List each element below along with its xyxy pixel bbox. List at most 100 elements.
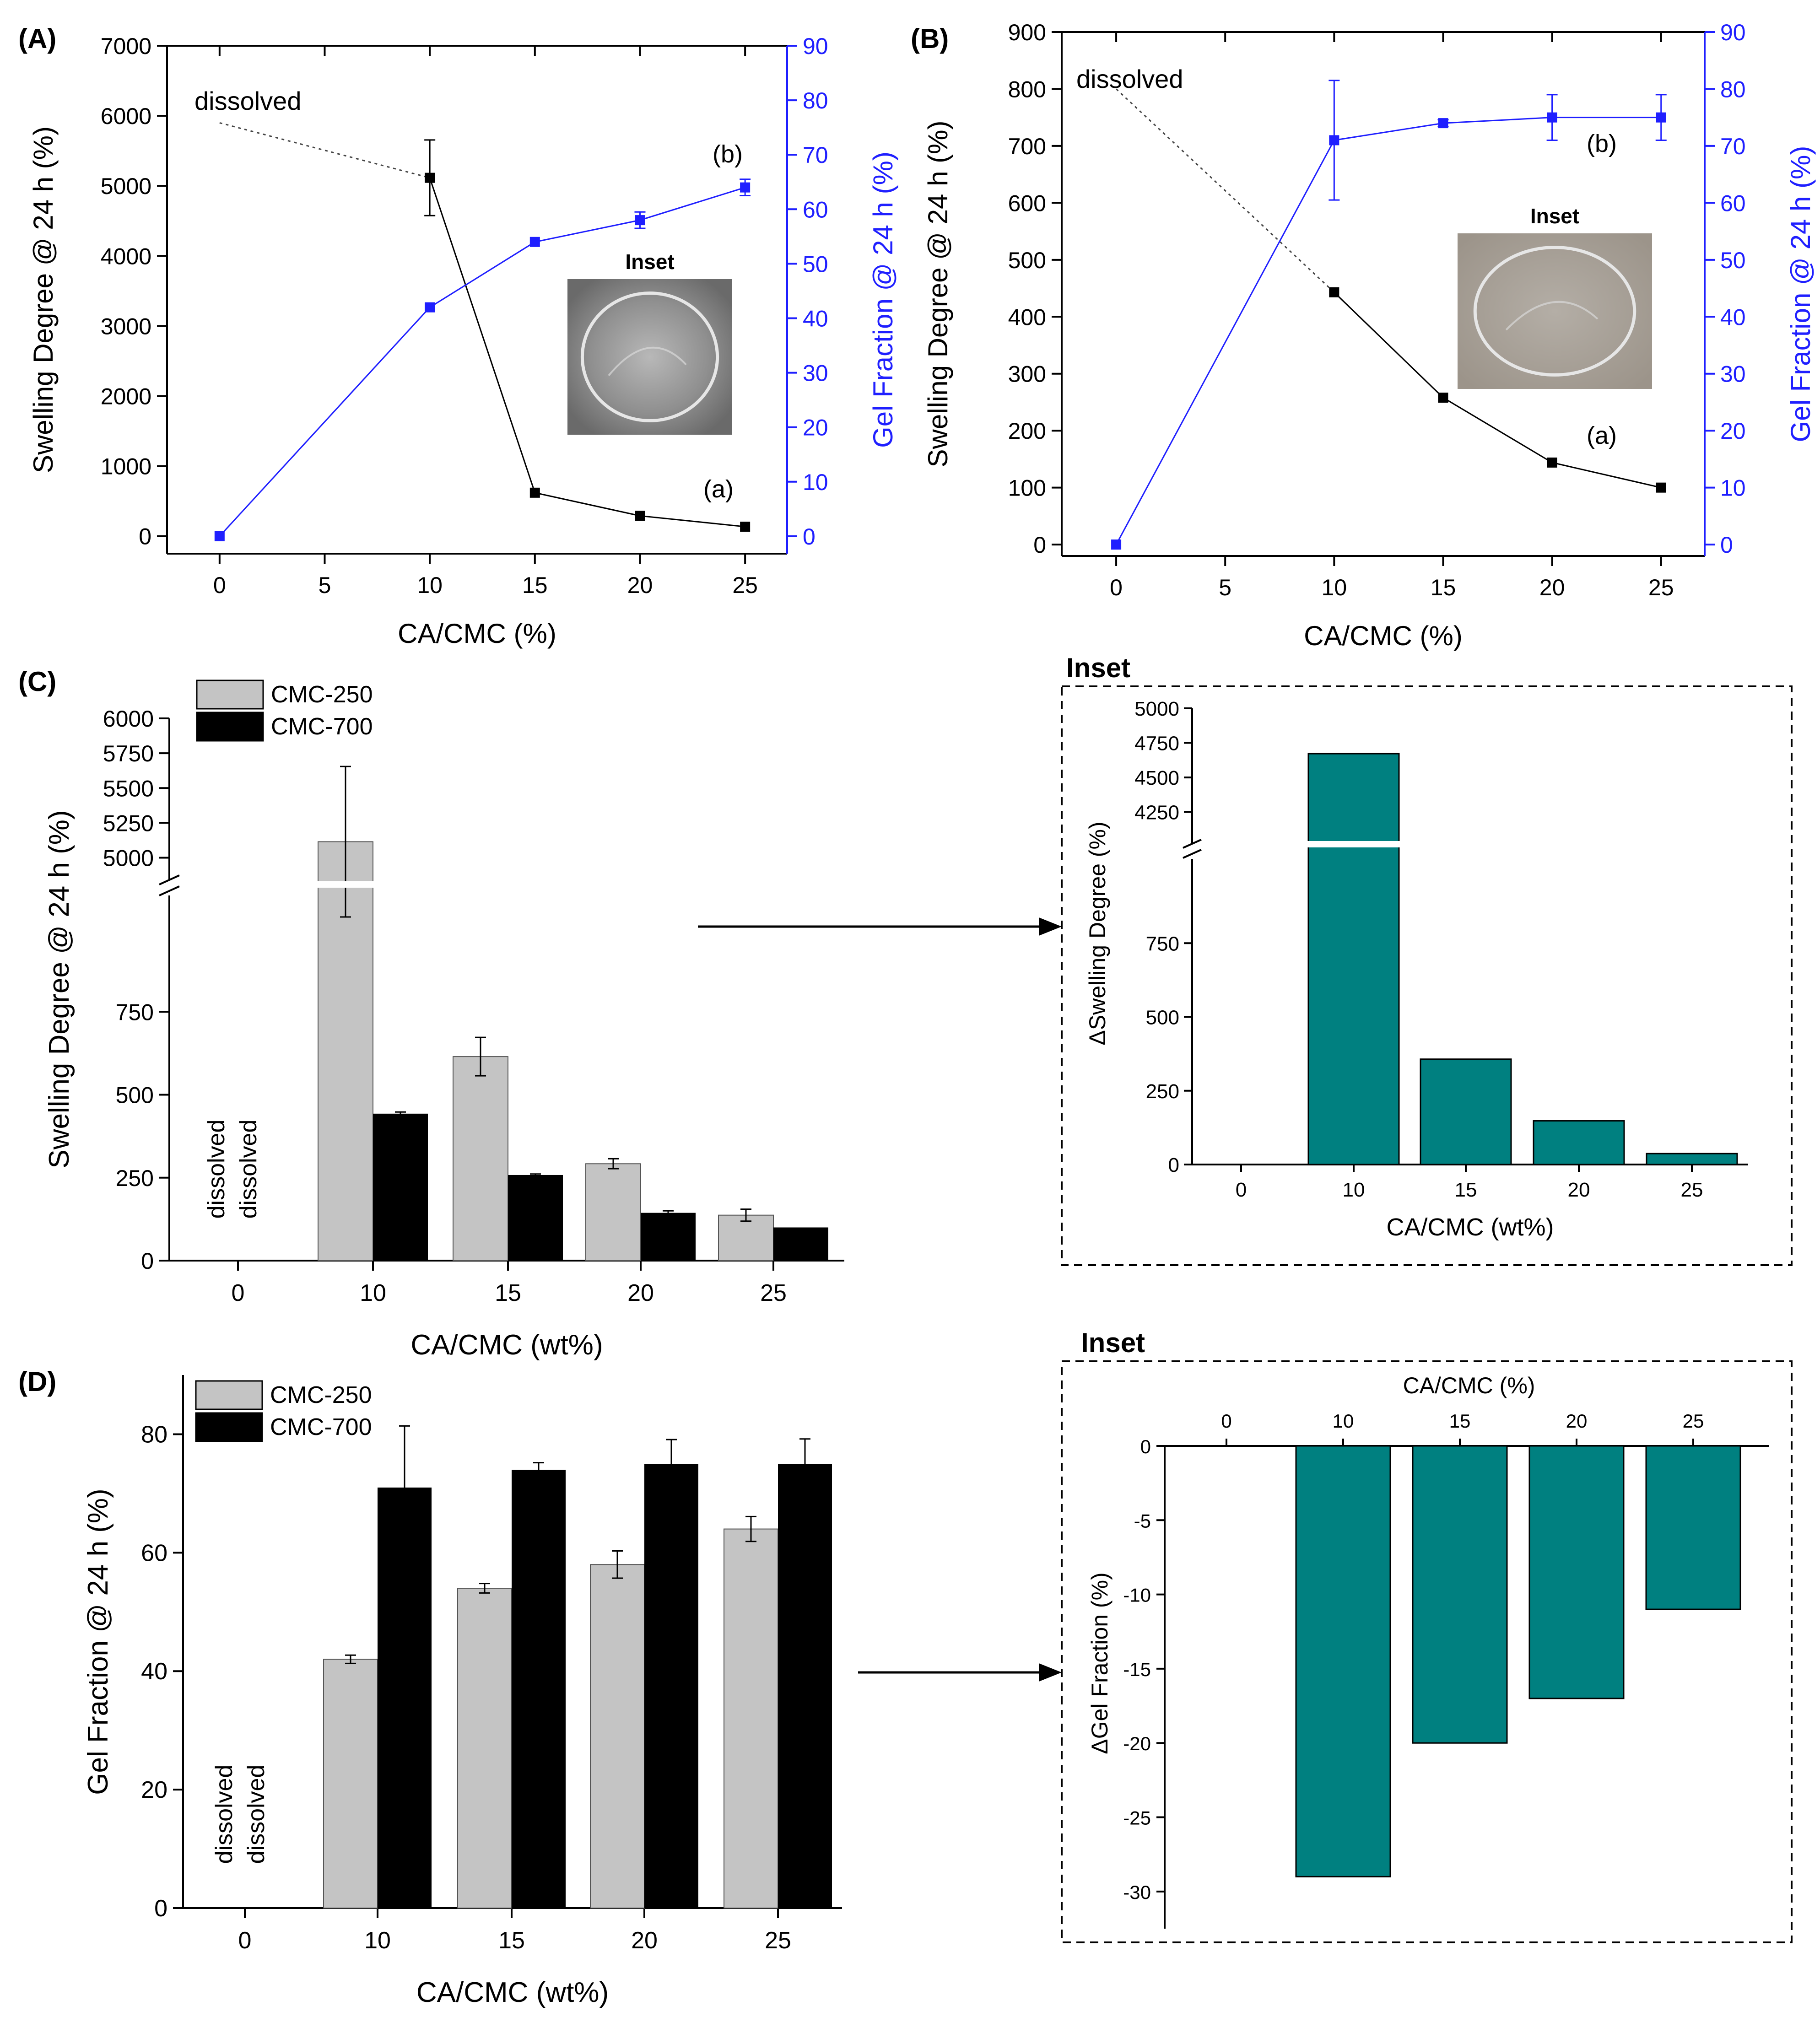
panel-d-y-axis-label: Gel Fraction @ 24 h (%): [82, 1488, 114, 1795]
panel-d-inset-y-axis-label: ΔGel Fraction (%): [1087, 1572, 1113, 1754]
panel-b-series-a-point: [1329, 287, 1339, 297]
panel-a-y-tick-label-right: 60: [803, 197, 828, 222]
panel-c-inset-x-tick-label: 10: [1343, 1179, 1365, 1201]
panel-a-y-tick-label-left: 0: [139, 524, 151, 550]
panel-a-series-b-point: [635, 215, 645, 226]
panel-c-y-tick-label: 6000: [103, 706, 154, 732]
panel-c-y-tick-label: 750: [116, 999, 154, 1025]
panel-b-y-tick-label-left: 100: [1008, 475, 1046, 501]
panel-c-x-tick-label: 20: [627, 1280, 654, 1306]
panel-d-bar-cmc-250: [724, 1528, 778, 1909]
panel-a-y-tick-label-left: 5000: [101, 173, 151, 199]
panel-a-dissolved-connector: [219, 122, 430, 179]
panel-c-bar-cmc-700: [773, 1227, 828, 1261]
panel-d-inset-bar: [1412, 1445, 1508, 1744]
panel-c-inset-axis-break-mark: [1183, 849, 1202, 859]
panel-c-inset-y-tick-label: 4500: [1134, 767, 1179, 789]
panel-c-dissolved-label: dissolved: [235, 1120, 262, 1219]
panel-d-dissolved-label: dissolved: [211, 1765, 238, 1864]
panel-d-x-tick-label: 25: [765, 1927, 791, 1954]
panel-c-inset-y-axis-label: ΔSwelling Degree (%): [1085, 821, 1110, 1045]
panel-c-x-tick-label: 25: [760, 1280, 787, 1306]
panel-c-bar-cmc-250: [718, 1214, 774, 1262]
panel-c-inset-title: Inset: [1066, 652, 1130, 683]
chart-layer: 0 5 10 15 20 25010002000300040005000600070000…: [18, 20, 1816, 2008]
panel-b-x-tick-label: 25: [1648, 575, 1674, 600]
panel-a-series-b-label: (b): [713, 140, 743, 168]
panel-d-x-tick-label: 10: [364, 1927, 391, 1954]
panel-c-label: (C): [18, 666, 56, 697]
panel-d-y-tick-label: 80: [141, 1421, 167, 1448]
panel-d-bar-cmc-700: [378, 1487, 432, 1908]
panel-b-y-tick-label-right: 60: [1720, 190, 1746, 216]
panel-d-inset-bar: [1528, 1445, 1625, 1699]
panel-b-y-tick-label-right: 50: [1720, 248, 1746, 273]
panel-c-y-axis-label: Swelling Degree @ 24 h (%): [43, 810, 75, 1168]
panel-b-series-a-point: [1547, 457, 1557, 468]
panel-a-inset-film-wrinkle: [608, 346, 687, 377]
panel-a-y-tick-label-right: 80: [803, 88, 828, 113]
panel-b-x-tick-label: 10: [1322, 575, 1347, 600]
panel-c-inset-y-tick-label: 4750: [1134, 733, 1179, 755]
panel-b-dissolved-annotation: dissolved: [1076, 65, 1183, 93]
panel-c-inset-x-tick-label: 20: [1568, 1179, 1590, 1201]
panel-a-y-tick-label-left: 3000: [101, 313, 151, 339]
panel-d-x-tick-label: 15: [498, 1927, 525, 1954]
panel-a-inset-label: Inset: [625, 250, 674, 274]
panel-d-inset-frame: [1061, 1360, 1793, 1943]
panel-c-legend-label-cmc-250: CMC-250: [271, 681, 373, 708]
panel-b-y-tick-label-right: 80: [1720, 76, 1746, 102]
panel-a-series-a-point: [529, 487, 540, 498]
panel-b-y-tick-label-left: 900: [1008, 20, 1046, 45]
panel-c-inset-x-axis-label: CA/CMC (wt%): [1387, 1213, 1554, 1241]
panel-a-inset-photo: [567, 279, 732, 435]
panel-c-inset-bar: [1420, 1058, 1512, 1165]
panel-c-inset-x-tick-label: 25: [1681, 1179, 1703, 1201]
panel-a-series-b-point: [425, 302, 435, 313]
panel-a-series-b-point: [529, 237, 540, 247]
panel-d-legend-label-cmc-250: CMC-250: [270, 1382, 372, 1408]
panel-b-y-tick-label-right: 40: [1720, 304, 1746, 330]
panel-d-x-tick-label: 0: [238, 1927, 252, 1954]
panel-a-series-a-line: [429, 178, 745, 528]
panel-c-inset-y-tick-label: 250: [1146, 1080, 1179, 1103]
panel-c-inset-y-tick-label: 750: [1146, 933, 1179, 955]
panel-d-x-axis-label: CA/CMC (wt%): [416, 1977, 609, 2008]
panel-a-y-tick-label-left: 1000: [101, 454, 151, 480]
panel-c-inset-bar: [1646, 1153, 1738, 1165]
panel-b-y-tick-label-left: 700: [1008, 134, 1046, 159]
panel-b-y-tick-label-right: 0: [1720, 532, 1733, 558]
panel-c-y-tick-label: 250: [116, 1165, 154, 1191]
panel-d-arrow-head: [1039, 1663, 1062, 1682]
panel-c-y-tick-label: 5250: [103, 810, 154, 836]
panel-c-inset-axis-break-mark: [1183, 839, 1202, 849]
panel-b-x-axis-label: CA/CMC (%): [1304, 620, 1463, 651]
panel-b-series-a-label: (a): [1587, 422, 1617, 449]
panel-b-inset-photo: [1458, 233, 1652, 389]
panel-c-inset-bar-break-gap: [1307, 841, 1401, 847]
panel-d-inset-y-tick-label: 0: [1140, 1436, 1151, 1457]
panel-d-inset-title: Inset: [1081, 1327, 1145, 1358]
panel-b-series-a-line: [1334, 291, 1662, 489]
panel-d-inset-x-tick-label: 15: [1449, 1410, 1471, 1432]
panel-b-y-tick-label-left: 0: [1033, 532, 1046, 558]
panel-b-series-b-point: [1656, 112, 1666, 123]
panel-a-y-tick-label-right: 90: [803, 33, 828, 59]
panel-d-y-tick-label: 20: [141, 1777, 167, 1803]
panel-a-x-axis-label: CA/CMC (%): [398, 618, 556, 649]
panel-b-series-b-label: (b): [1587, 130, 1617, 157]
panel-c-y-tick-label: 500: [116, 1083, 154, 1108]
panel-d-y-tick-label: 40: [141, 1658, 167, 1685]
panel-c-inset-y-tick-label: 0: [1168, 1154, 1179, 1176]
panel-c-x-tick-label: 10: [360, 1280, 386, 1306]
panel-c-inset-bar: [1307, 753, 1400, 1165]
panel-c-y-tick-label: 5750: [103, 741, 154, 766]
panel-a-inset-film-outline: [580, 291, 719, 422]
panel-c-inset-y-tick-label: 4250: [1134, 802, 1179, 824]
panel-a-series-a-point: [635, 511, 645, 521]
panel-b-dissolved-connector: [1116, 88, 1335, 293]
panel-c-bar-cmc-700: [508, 1175, 563, 1261]
panel-c-arrow-head: [1039, 917, 1062, 936]
panel-b-series-b-point: [1329, 135, 1339, 146]
panel-c-y-tick-label: 5500: [103, 776, 154, 801]
